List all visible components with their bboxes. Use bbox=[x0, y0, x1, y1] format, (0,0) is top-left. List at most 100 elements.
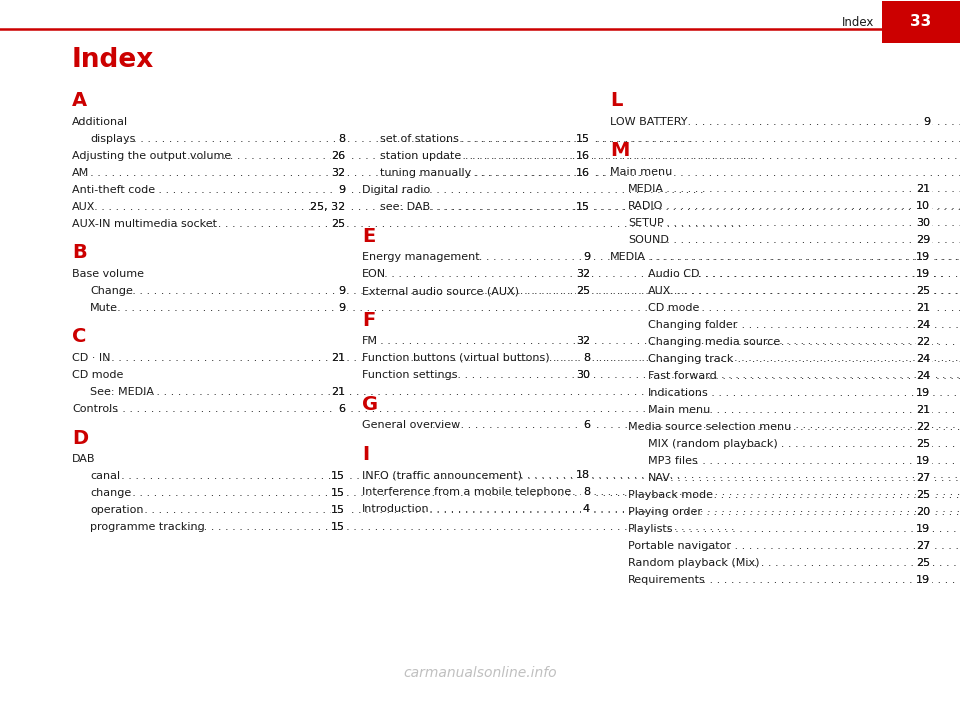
Bar bbox=[576, 335, 592, 347]
Text: 15: 15 bbox=[331, 488, 345, 498]
Bar bbox=[576, 201, 592, 213]
Bar bbox=[576, 133, 592, 145]
Text: . . . . . . . . . . . . . . . . . . . . . . . . . . . . . . . . . . . . . . . . : . . . . . . . . . . . . . . . . . . . . … bbox=[652, 218, 960, 228]
Text: 24: 24 bbox=[916, 371, 930, 381]
Text: . . . . . . . . . . . . . . . . . . . . . . . . . . . . . . . . . . . . . . . . : . . . . . . . . . . . . . . . . . . . . … bbox=[685, 507, 960, 517]
Text: 18: 18 bbox=[576, 470, 590, 480]
Text: 8: 8 bbox=[338, 134, 345, 144]
Text: . . . . . . . . . . . . . . . . . . . . . . . . . . . . . . . . . . . . . . . . : . . . . . . . . . . . . . . . . . . . . … bbox=[417, 202, 960, 212]
Text: . . . . . . . . . . . . . . . . . . . . . . . . . . . . . . . . . . . . . . . . : . . . . . . . . . . . . . . . . . . . . … bbox=[515, 487, 960, 497]
Text: 19: 19 bbox=[916, 524, 930, 534]
Text: 24: 24 bbox=[916, 371, 930, 381]
Bar bbox=[331, 521, 347, 533]
Text: . . . . . . . . . . . . . . . . . . . . . . . . . . . . . . . . . . . . . . . . : . . . . . . . . . . . . . . . . . . . . … bbox=[109, 303, 680, 313]
Text: 24: 24 bbox=[916, 320, 930, 330]
Bar bbox=[917, 200, 932, 212]
Text: 18: 18 bbox=[576, 470, 590, 480]
Text: Controls: Controls bbox=[72, 404, 118, 414]
Text: CD mode: CD mode bbox=[648, 303, 700, 313]
Bar bbox=[917, 557, 932, 569]
Text: . . . . . . . . . . . . . . . . . . . . . . . . . . . . . . . . . . . . . . . . : . . . . . . . . . . . . . . . . . . . . … bbox=[442, 151, 960, 161]
Text: 27: 27 bbox=[916, 541, 930, 551]
Text: . . . . . . . . . . . . . . . . . . . . . . . . . . . . . . . . . . . . . . . . : . . . . . . . . . . . . . . . . . . . . … bbox=[131, 505, 701, 515]
Text: 19: 19 bbox=[916, 388, 930, 398]
Text: . . . . . . . . . . . . . . . . . . . . . . . . . . . . . . . . . . . . . . . . : . . . . . . . . . . . . . . . . . . . . … bbox=[415, 504, 960, 514]
Text: . . . . . . . . . . . . . . . . . . . . . . . . . . . . . . . . . . . . . . . . : . . . . . . . . . . . . . . . . . . . . … bbox=[681, 575, 960, 585]
Text: 19: 19 bbox=[916, 388, 930, 398]
Text: 15: 15 bbox=[331, 471, 345, 481]
Text: I: I bbox=[362, 444, 370, 463]
Text: . . . . . . . . . . . . . . . . . . . . . . . . . . . . . . . . . . . . . . . . : . . . . . . . . . . . . . . . . . . . . … bbox=[477, 470, 960, 480]
Text: . . . . . . . . . . . . . . . . . . . . . . . . . . . . . . . . . . . . . . . . : . . . . . . . . . . . . . . . . . . . . … bbox=[436, 370, 960, 380]
Text: Playback mode: Playback mode bbox=[628, 490, 713, 500]
Text: 25: 25 bbox=[916, 439, 930, 449]
Text: 25: 25 bbox=[916, 439, 930, 449]
Text: . . . . . . . . . . . . . . . . . . . . . . . . . . . . . . . . . . . . . . . . : . . . . . . . . . . . . . . . . . . . . … bbox=[108, 404, 679, 414]
Bar bbox=[331, 487, 347, 499]
Text: 19: 19 bbox=[916, 269, 930, 279]
Text: NAV: NAV bbox=[648, 473, 671, 483]
Text: 8: 8 bbox=[583, 487, 590, 497]
Text: 32: 32 bbox=[331, 168, 345, 178]
Text: 9: 9 bbox=[338, 185, 345, 195]
Text: SOUND: SOUND bbox=[628, 235, 669, 245]
Text: Function settings: Function settings bbox=[362, 370, 458, 380]
Text: 25: 25 bbox=[916, 490, 930, 500]
Text: 15: 15 bbox=[331, 522, 345, 532]
Text: 32: 32 bbox=[331, 168, 345, 178]
Text: 27: 27 bbox=[916, 541, 930, 551]
Text: 32: 32 bbox=[576, 269, 590, 279]
Text: carmanualsonline.info: carmanualsonline.info bbox=[403, 666, 557, 680]
Text: 9: 9 bbox=[338, 286, 345, 296]
Bar bbox=[917, 370, 932, 382]
Text: 21: 21 bbox=[916, 405, 930, 415]
Bar bbox=[917, 506, 932, 518]
Text: INFO (traffic announcement): INFO (traffic announcement) bbox=[362, 470, 522, 480]
Text: Main menu: Main menu bbox=[610, 167, 672, 177]
Text: 27: 27 bbox=[916, 473, 930, 483]
Text: 21: 21 bbox=[331, 353, 345, 363]
Text: CD mode: CD mode bbox=[72, 370, 124, 380]
Text: Energy management: Energy management bbox=[362, 252, 480, 262]
Bar bbox=[882, 1, 960, 43]
Text: Changing folder: Changing folder bbox=[648, 320, 737, 330]
Text: . . . . . . . . . . . . . . . . . . . . . . . . . . . . . . . . . . . . . . . . : . . . . . . . . . . . . . . . . . . . . … bbox=[137, 185, 708, 195]
Bar bbox=[336, 285, 347, 297]
Text: 22: 22 bbox=[916, 337, 930, 347]
Text: . . . . . . . . . . . . . . . . . . . . . . . . . . . . . . . . . . . . . . . . : . . . . . . . . . . . . . . . . . . . . … bbox=[709, 354, 960, 364]
Text: 15: 15 bbox=[576, 202, 590, 212]
Text: Audio CD: Audio CD bbox=[648, 269, 700, 279]
Bar bbox=[331, 386, 347, 398]
Bar bbox=[917, 183, 932, 195]
Text: . . . . . . . . . . . . . . . . . . . . . . . . . . . . . . . . . . . . . . . . : . . . . . . . . . . . . . . . . . . . . … bbox=[684, 269, 960, 279]
Text: Playing order: Playing order bbox=[628, 507, 702, 517]
Bar bbox=[917, 268, 932, 280]
Bar bbox=[922, 116, 932, 128]
Bar bbox=[917, 251, 932, 263]
Text: . . . . . . . . . . . . . . . . . . . . . . . . . . . . . . . . . . . . . . . . : . . . . . . . . . . . . . . . . . . . . … bbox=[718, 558, 960, 568]
Text: Base volume: Base volume bbox=[72, 269, 144, 279]
Text: . . . . . . . . . . . . . . . . . . . . . . . . . . . . . . . . . . . . . . . . : . . . . . . . . . . . . . . . . . . . . … bbox=[87, 202, 658, 212]
Text: change: change bbox=[90, 488, 132, 498]
Text: B: B bbox=[72, 243, 86, 262]
Text: Anti-theft code: Anti-theft code bbox=[72, 185, 156, 195]
Text: MIX (random playback): MIX (random playback) bbox=[648, 439, 778, 449]
Bar bbox=[917, 404, 932, 416]
Text: 6: 6 bbox=[583, 420, 590, 430]
Text: 16: 16 bbox=[576, 151, 590, 161]
Text: MP3 files: MP3 files bbox=[648, 456, 698, 466]
Text: 8: 8 bbox=[338, 134, 345, 144]
Bar bbox=[917, 455, 932, 467]
Text: 24: 24 bbox=[916, 371, 930, 381]
Text: 8: 8 bbox=[583, 487, 590, 497]
Text: 32: 32 bbox=[331, 168, 345, 178]
Text: 20: 20 bbox=[916, 507, 930, 517]
Text: 25, 32: 25, 32 bbox=[310, 202, 345, 212]
Text: 25, 32: 25, 32 bbox=[310, 202, 345, 212]
Bar bbox=[917, 217, 932, 229]
Text: DAB: DAB bbox=[72, 454, 95, 464]
Text: . . . . . . . . . . . . . . . . . . . . . . . . . . . . . . . . . . . . . . . . : . . . . . . . . . . . . . . . . . . . . … bbox=[743, 422, 960, 432]
Text: 26: 26 bbox=[331, 151, 345, 161]
Text: 25, 32: 25, 32 bbox=[310, 202, 345, 212]
Text: 10: 10 bbox=[916, 201, 930, 211]
